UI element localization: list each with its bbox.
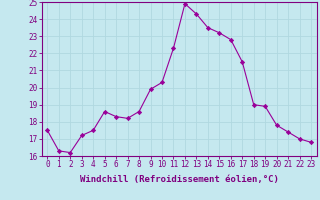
X-axis label: Windchill (Refroidissement éolien,°C): Windchill (Refroidissement éolien,°C)	[80, 175, 279, 184]
